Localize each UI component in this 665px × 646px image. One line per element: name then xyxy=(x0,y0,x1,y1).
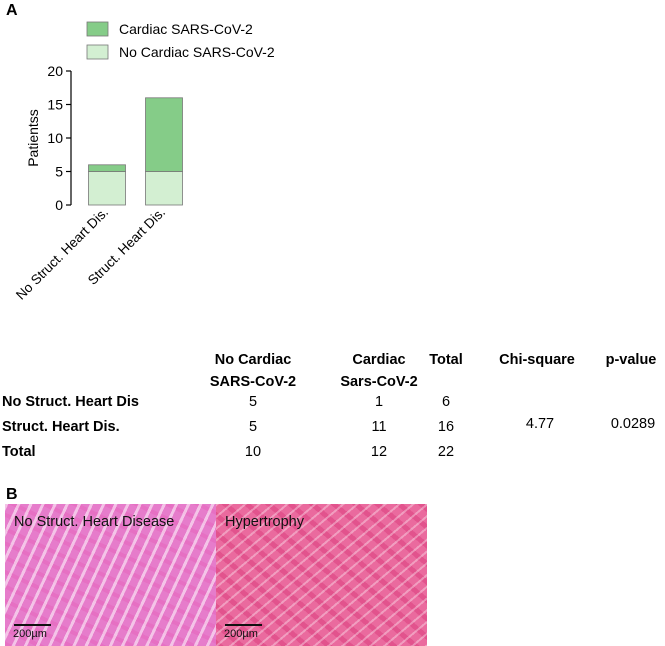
table-cell: 1 xyxy=(374,394,384,410)
stacked-bar-chart: Cardiac SARS-CoV-2No Cardiac SARS-CoV-2 … xyxy=(13,21,275,303)
y-tick-label: 0 xyxy=(55,197,63,213)
micrograph-hypertrophy: Hypertrophy 200µm xyxy=(216,504,427,646)
p-value-value: 0.0289 xyxy=(610,416,656,432)
row-label-total: Total xyxy=(2,444,36,460)
col-header-p-value: p-value xyxy=(605,352,657,368)
row-label-no-struct: No Struct. Heart Dis xyxy=(2,394,139,410)
scale-label: 200µm xyxy=(13,628,47,640)
table-cell: 12 xyxy=(370,444,388,460)
y-tick-label: 20 xyxy=(47,63,63,79)
micrograph-label: Hypertrophy xyxy=(225,514,304,530)
chi-square-value: 4.77 xyxy=(525,416,555,432)
scale-bar xyxy=(14,624,51,626)
col-header-total: Total xyxy=(429,352,463,368)
y-axis: 0 5 10 15 20 Patientss xyxy=(25,63,72,213)
y-tick-label: 15 xyxy=(47,97,63,113)
chart-legend: Cardiac SARS-CoV-2 No Cardiac SARS-CoV-2 xyxy=(86,21,275,60)
x-tick-label: No Struct. Heart Dis. xyxy=(13,205,111,303)
micrograph-label: No Struct. Heart Disease xyxy=(14,514,175,530)
bar-segment xyxy=(145,97,183,172)
legend-label: Cardiac SARS-CoV-2 xyxy=(119,21,253,37)
table-cell: 5 xyxy=(248,419,258,435)
legend-swatch xyxy=(86,44,109,60)
legend-swatch xyxy=(86,21,109,37)
col-header-chi-square: Chi-square xyxy=(499,352,575,368)
x-axis: No Struct. Heart Dis.Struct. Heart Dis. xyxy=(13,205,168,303)
bars xyxy=(88,97,183,206)
bar-segment xyxy=(145,171,183,206)
panel-a-label: A xyxy=(6,2,18,19)
bar-segment xyxy=(88,164,126,172)
row-label-struct: Struct. Heart Dis. xyxy=(2,419,120,435)
legend-label: No Cardiac SARS-CoV-2 xyxy=(119,44,275,60)
y-tick-label: 5 xyxy=(55,164,63,180)
scale-label: 200µm xyxy=(224,628,258,640)
panel-b-label: B xyxy=(6,486,18,503)
col-header-cardiac: Cardiac Sars-CoV-2 xyxy=(340,352,418,390)
table-cell: 16 xyxy=(437,419,455,435)
table-cell: 5 xyxy=(248,394,258,410)
table-cell: 6 xyxy=(441,394,451,410)
scale-bar xyxy=(225,624,262,626)
bar-segment xyxy=(88,171,126,206)
col-header-no-cardiac: No Cardiac SARS-CoV-2 xyxy=(209,352,297,390)
y-axis-label: Patientss xyxy=(25,109,41,167)
table-cell: 22 xyxy=(437,444,455,460)
micrograph-no-struct-heart-disease: No Struct. Heart Disease 200µm xyxy=(5,504,216,646)
table-cell: 10 xyxy=(244,444,262,460)
y-tick-label: 10 xyxy=(47,130,63,146)
table-cell: 11 xyxy=(371,419,387,435)
